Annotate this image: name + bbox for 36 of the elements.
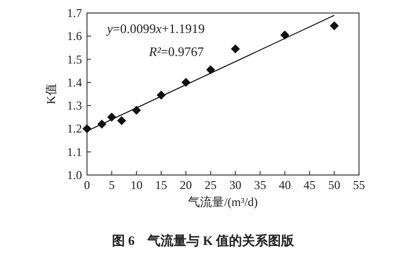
y-tick-label: 1.5 bbox=[67, 52, 82, 66]
annotation: y=0.0099x+1.1919 bbox=[105, 21, 205, 36]
point bbox=[97, 120, 106, 129]
y-tick-label: 1.0 bbox=[67, 168, 82, 182]
x-tick-label: 55 bbox=[353, 178, 365, 192]
point bbox=[330, 21, 339, 30]
point bbox=[156, 90, 166, 100]
point bbox=[132, 106, 141, 115]
x-tick-label: 35 bbox=[254, 178, 266, 192]
y-axis-title: K值 bbox=[44, 84, 58, 104]
y-tick-label: 1.7 bbox=[67, 6, 82, 20]
x-tick-label: 15 bbox=[155, 178, 168, 192]
point bbox=[181, 78, 190, 87]
point bbox=[117, 116, 126, 126]
x-tick-label: 10 bbox=[130, 178, 142, 192]
y-tick-label: 1.4 bbox=[67, 75, 82, 90]
y-tick-label: 1.1 bbox=[67, 144, 82, 159]
annotation: R²=0.9767 bbox=[148, 44, 204, 59]
point bbox=[230, 44, 240, 54]
y-tick-label: 1.6 bbox=[67, 29, 82, 44]
x-tick-label: 20 bbox=[180, 178, 192, 192]
x-axis-title: 气流量/(m³/d) bbox=[188, 195, 258, 209]
x-tick-label: 45 bbox=[304, 178, 316, 192]
x-tick-label: 30 bbox=[229, 178, 242, 192]
x-tick-label: 50 bbox=[328, 178, 340, 192]
point bbox=[107, 112, 116, 122]
x-tick-label: 5 bbox=[108, 178, 115, 192]
y-tick-label: 1.3 bbox=[67, 98, 82, 113]
x-tick-label: 40 bbox=[278, 178, 291, 192]
point bbox=[82, 124, 92, 134]
x-tick-label: 25 bbox=[204, 178, 217, 192]
y-tick-label: 1.2 bbox=[67, 122, 82, 136]
x-tick-label: 0 bbox=[84, 178, 90, 192]
point bbox=[280, 30, 290, 40]
point bbox=[206, 65, 216, 74]
caption: 图 6 气流量与 K 值的关系图版 bbox=[112, 233, 296, 248]
